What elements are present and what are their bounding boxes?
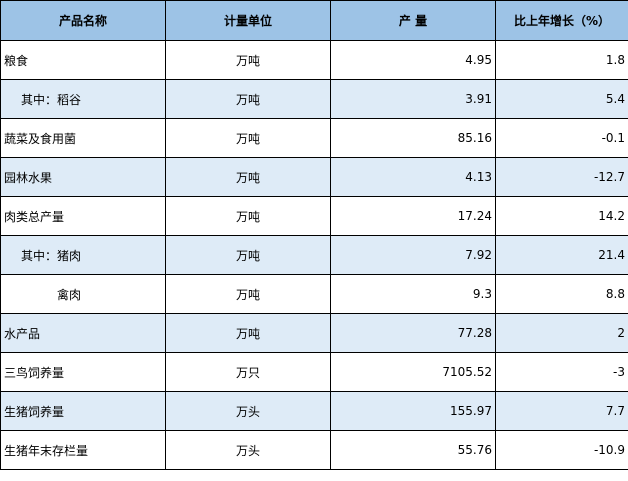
row-growth: 7.7 xyxy=(495,391,628,431)
row-product-name: 粮食 xyxy=(0,40,166,80)
row-unit: 万吨 xyxy=(165,157,331,197)
header-growth: 比上年增长（%） xyxy=(495,0,628,41)
table-row: 三鸟饲养量 万只 7105.52 -3 xyxy=(0,352,628,392)
table-row: 其中：猪肉 万吨 7.92 21.4 xyxy=(0,235,628,275)
row-growth: -10.9 xyxy=(495,430,628,470)
row-unit: 万吨 xyxy=(165,79,331,119)
row-product-name: 园林水果 xyxy=(0,157,166,197)
row-output: 85.16 xyxy=(330,118,496,158)
row-product-name: 生猪年末存栏量 xyxy=(0,430,166,470)
row-output: 155.97 xyxy=(330,391,496,431)
row-unit: 万吨 xyxy=(165,196,331,236)
row-growth: 21.4 xyxy=(495,235,628,275)
row-product-name: 肉类总产量 xyxy=(0,196,166,236)
header-unit: 计量单位 xyxy=(165,0,331,41)
row-output: 17.24 xyxy=(330,196,496,236)
row-unit: 万头 xyxy=(165,430,331,470)
row-unit: 万吨 xyxy=(165,118,331,158)
row-growth: 1.8 xyxy=(495,40,628,80)
row-product-name: 其中：稻谷 xyxy=(0,79,166,119)
row-unit: 万吨 xyxy=(165,313,331,353)
row-unit: 万吨 xyxy=(165,235,331,275)
table-row: 其中：稻谷 万吨 3.91 5.4 xyxy=(0,79,628,119)
row-product-name: 生猪饲养量 xyxy=(0,391,166,431)
header-row: 产品名称 计量单位 产 量 比上年增长（%） xyxy=(0,0,628,41)
table-row: 生猪年末存栏量 万头 55.76 -10.9 xyxy=(0,430,628,470)
row-growth: 8.8 xyxy=(495,274,628,314)
row-growth: 2 xyxy=(495,313,628,353)
row-unit: 万吨 xyxy=(165,40,331,80)
row-output: 7105.52 xyxy=(330,352,496,392)
header-product-name: 产品名称 xyxy=(0,0,166,41)
row-product-name: 三鸟饲养量 xyxy=(0,352,166,392)
row-product-name: 水产品 xyxy=(0,313,166,353)
row-growth: -12.7 xyxy=(495,157,628,197)
row-growth: 5.4 xyxy=(495,79,628,119)
row-output: 4.13 xyxy=(330,157,496,197)
row-product-name: 蔬菜及食用菌 xyxy=(0,118,166,158)
production-table: 产品名称 计量单位 产 量 比上年增长（%） 粮食 万吨 4.95 1.8 其中… xyxy=(0,0,628,470)
table-row: 生猪饲养量 万头 155.97 7.7 xyxy=(0,391,628,431)
row-output: 77.28 xyxy=(330,313,496,353)
table-row: 肉类总产量 万吨 17.24 14.2 xyxy=(0,196,628,236)
table-row: 水产品 万吨 77.28 2 xyxy=(0,313,628,353)
row-output: 55.76 xyxy=(330,430,496,470)
row-output: 3.91 xyxy=(330,79,496,119)
row-output: 7.92 xyxy=(330,235,496,275)
row-product-name: 禽肉 xyxy=(0,274,166,314)
row-growth: -0.1 xyxy=(495,118,628,158)
row-output: 9.3 xyxy=(330,274,496,314)
table-row: 蔬菜及食用菌 万吨 85.16 -0.1 xyxy=(0,118,628,158)
row-unit: 万头 xyxy=(165,391,331,431)
row-growth: -3 xyxy=(495,352,628,392)
table-row: 禽肉 万吨 9.3 8.8 xyxy=(0,274,628,314)
table-row: 粮食 万吨 4.95 1.8 xyxy=(0,40,628,80)
table-row: 园林水果 万吨 4.13 -12.7 xyxy=(0,157,628,197)
row-growth: 14.2 xyxy=(495,196,628,236)
row-product-name: 其中：猪肉 xyxy=(0,235,166,275)
header-output: 产 量 xyxy=(330,0,496,41)
row-output: 4.95 xyxy=(330,40,496,80)
row-unit: 万吨 xyxy=(165,274,331,314)
row-unit: 万只 xyxy=(165,352,331,392)
